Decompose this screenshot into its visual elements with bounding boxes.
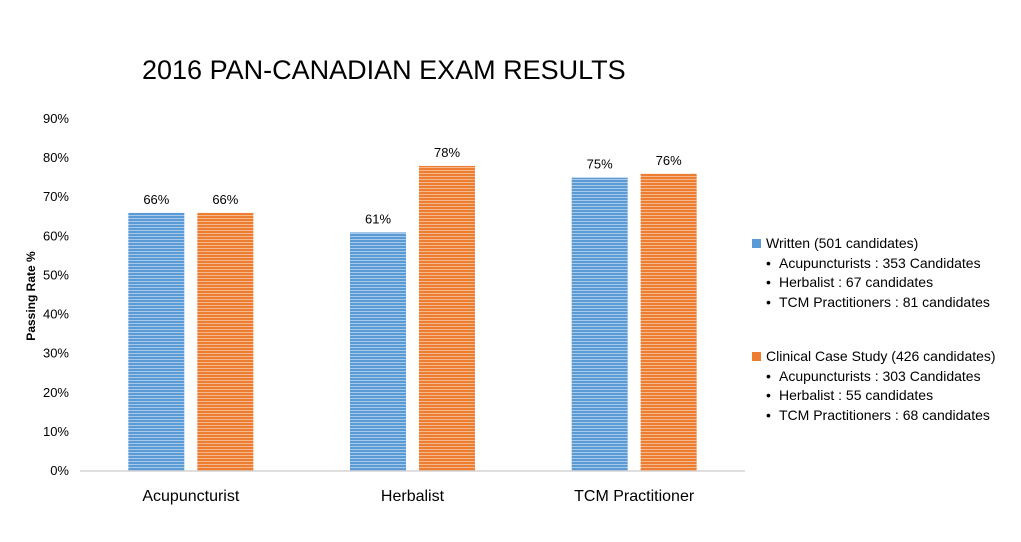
legend-detail: Herbalist : 67 candidates: [766, 273, 996, 293]
legend-detail: TCM Practitioners : 81 candidates: [766, 293, 996, 313]
bar-acupuncturist-series-1: [197, 212, 254, 471]
y-tick-label: 30%: [43, 346, 69, 361]
y-tick-label: 60%: [43, 228, 69, 243]
y-tick-label: 40%: [43, 307, 69, 322]
legend-detail: Herbalist : 55 candidates: [766, 386, 996, 406]
bar-herbalist-series-0: [350, 232, 406, 471]
legend-swatch-written: [752, 239, 761, 249]
legend-swatch-clinical: [752, 352, 761, 362]
legend-detail: Acupuncturists : 353 Candidates: [766, 254, 996, 274]
y-tick-label: 70%: [43, 189, 69, 204]
chart-title: 2016 PAN-CANADIAN EXAM RESULTS: [142, 55, 626, 85]
y-tick-label: 20%: [43, 385, 69, 400]
bar-acupuncturist-series-0: [128, 212, 185, 471]
y-tick-label: 0%: [50, 463, 69, 478]
y-axis-label: Passing Rate %: [24, 251, 38, 341]
legend-entry-written: Written (501 candidates) Acupuncturists …: [752, 234, 996, 312]
data-label: 66%: [212, 192, 238, 207]
bar-tcm-practitioner-series-0: [571, 177, 628, 471]
data-label: 78%: [434, 145, 460, 160]
bar-tcm-practitioner-series-1: [640, 173, 697, 471]
x-tick-label: Herbalist: [381, 488, 445, 505]
data-label: 76%: [656, 153, 682, 168]
x-tick-label: TCM Practitioner: [574, 488, 695, 505]
y-tick-label: 50%: [43, 267, 69, 282]
legend-label-clinical: Clinical Case Study (426 candidates): [766, 348, 996, 364]
legend: Written (501 candidates) Acupuncturists …: [752, 234, 996, 460]
data-label: 66%: [143, 192, 169, 207]
y-tick-label: 80%: [43, 150, 69, 165]
data-label: 61%: [365, 211, 391, 226]
legend-detail: Acupuncturists : 303 Candidates: [766, 367, 996, 387]
y-tick-label: 90%: [43, 111, 69, 126]
legend-label-written: Written (501 candidates): [766, 235, 919, 251]
bar-herbalist-series-1: [419, 165, 475, 471]
x-tick-label: Acupuncturist: [142, 488, 239, 505]
legend-entry-clinical: Clinical Case Study (426 candidates) Acu…: [752, 347, 996, 425]
legend-detail: TCM Practitioners : 68 candidates: [766, 406, 996, 426]
data-label: 75%: [587, 157, 613, 172]
y-tick-label: 10%: [43, 424, 69, 439]
